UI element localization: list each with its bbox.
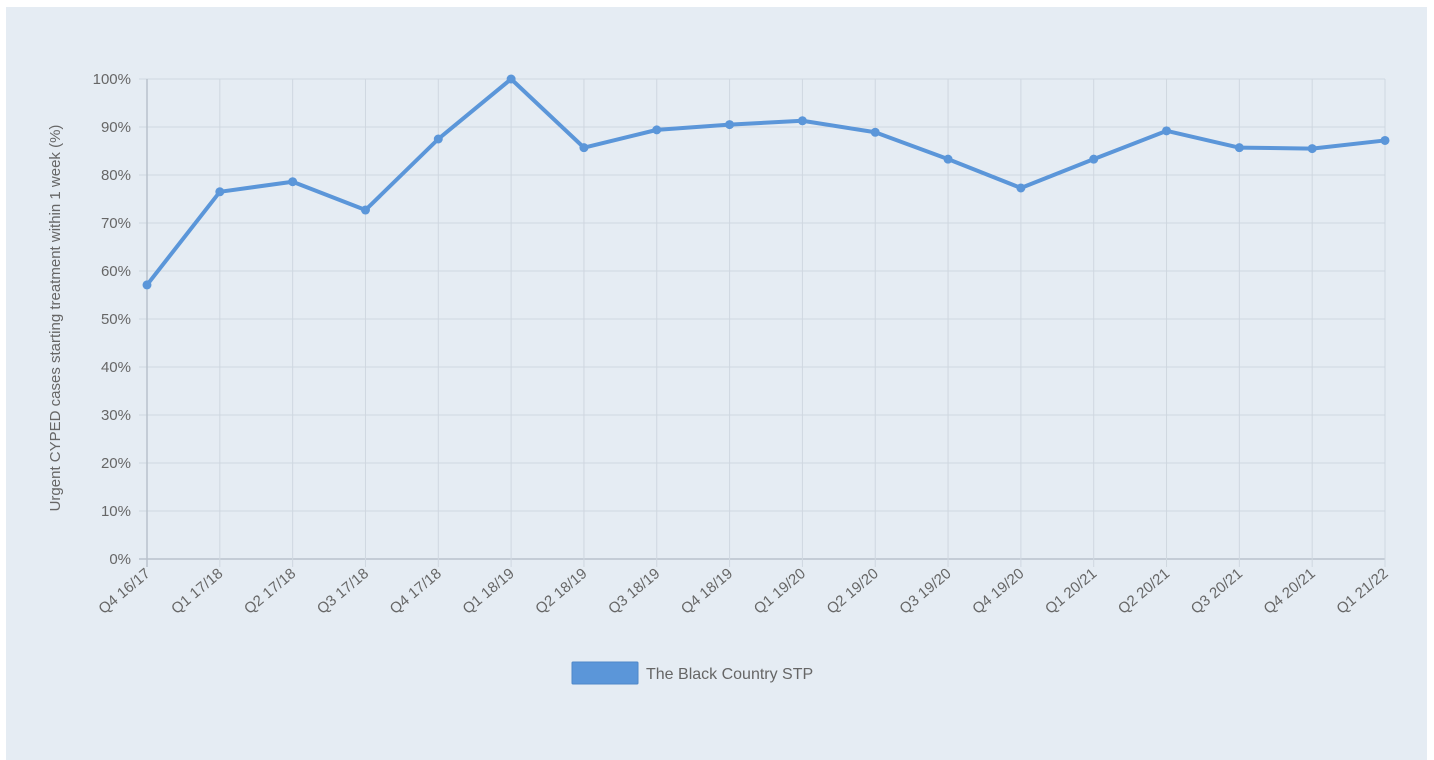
data-point[interactable] [943,154,953,164]
data-point[interactable] [506,74,516,84]
data-point[interactable] [870,127,880,137]
data-point[interactable] [1016,183,1026,193]
y-tick-label: 10% [101,503,131,520]
data-point[interactable] [215,187,225,197]
x-tick-label: Q4 18/19 [678,565,736,618]
x-tick-label: Q2 17/18 [241,565,299,618]
x-tick-label: Q1 18/19 [459,565,517,618]
data-point[interactable] [579,143,589,153]
data-point[interactable] [360,205,370,215]
x-tick-label: Q3 18/19 [605,565,663,618]
y-tick-label: 0% [109,551,131,568]
y-tick-label: 50% [101,311,131,328]
data-point[interactable] [725,120,735,130]
x-tick-label: Q4 17/18 [387,565,445,618]
x-tick-label: Q1 19/20 [751,565,809,618]
x-tick-label: Q2 20/21 [1115,565,1173,618]
legend-label: The Black Country STP [646,666,813,683]
data-point[interactable] [142,280,152,290]
x-tick-label: Q4 19/20 [969,565,1027,618]
legend: The Black Country STP [571,661,813,685]
y-tick-label: 70% [101,215,131,232]
data-point[interactable] [652,125,662,135]
chart-panel [6,7,1427,760]
x-axis-ticks: Q4 16/17 Q1 17/18 Q2 17/18 Q3 17/18 Q4 17/18… [95,565,1391,618]
data-point[interactable] [1089,154,1099,164]
data-point[interactable] [1307,144,1317,154]
y-axis-title: Urgent CYPED cases starting treatment wi… [47,125,64,512]
x-tick-label: Q3 20/21 [1188,565,1246,618]
x-tick-label: Q4 20/21 [1261,565,1319,618]
x-tick-label: Q3 17/18 [314,565,372,618]
legend-swatch [571,661,639,685]
x-tick-label: Q3 19/20 [896,565,954,618]
data-point[interactable] [1162,126,1172,136]
x-tick-label: Q2 19/20 [824,565,882,618]
y-tick-label: 20% [101,455,131,472]
data-point[interactable] [797,116,807,126]
x-tick-label: Q1 21/22 [1333,565,1391,618]
y-tick-label: 100% [93,71,131,88]
x-tick-label: Q1 20/21 [1042,565,1100,618]
series [142,74,1390,290]
series-line [145,77,1387,287]
y-tick-label: 30% [101,407,131,424]
data-point[interactable] [433,134,443,144]
data-point[interactable] [1380,135,1390,145]
y-axis-ticks: 0% 10% 20% 30% 40% 50% 60% 70% 80% 90% 100% [93,71,131,568]
y-tick-label: 40% [101,359,131,376]
y-tick-label: 60% [101,263,131,280]
data-point[interactable] [288,177,298,187]
y-tick-label: 80% [101,167,131,184]
x-tick-label: Q1 17/18 [168,565,226,618]
y-tick-label: 90% [101,119,131,136]
x-tick-label: Q2 18/19 [532,565,590,618]
x-tick-label: Q4 16/17 [95,565,153,618]
data-point[interactable] [1234,143,1244,153]
grid [139,78,1386,567]
